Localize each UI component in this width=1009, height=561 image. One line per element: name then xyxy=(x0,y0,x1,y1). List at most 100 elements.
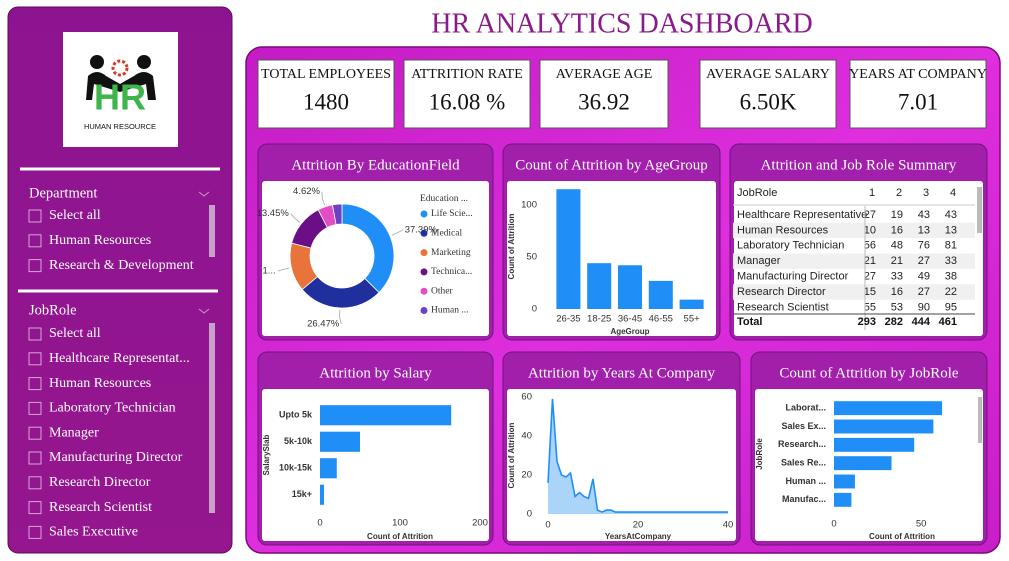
checkbox[interactable] xyxy=(28,377,42,391)
checkbox[interactable] xyxy=(28,401,42,415)
checkbox[interactable] xyxy=(28,426,42,440)
y-tick-label: 5k-10k xyxy=(284,436,313,446)
checkbox[interactable] xyxy=(28,209,42,223)
x-axis-label: Count of Attrition xyxy=(869,532,935,541)
legend-swatch xyxy=(420,210,428,218)
slicer-item[interactable]: Healthcare Representat... xyxy=(49,351,190,366)
kpi-value: 16.08 % xyxy=(429,89,506,114)
checkbox[interactable] xyxy=(28,352,42,366)
x-tick-label: 0 xyxy=(831,519,836,530)
data-label: 1... xyxy=(263,266,276,277)
table-header: 3 xyxy=(923,187,929,199)
scrollbar xyxy=(978,397,982,443)
x-tick-label: 100 xyxy=(392,518,408,529)
legend-label: Human ... xyxy=(431,306,468,316)
bar xyxy=(320,458,337,479)
x-axis-label: AgeGroup xyxy=(610,327,649,336)
table-cell: 16 xyxy=(891,224,903,236)
table-total: 461 xyxy=(939,316,957,328)
y-tick-label: 40 xyxy=(521,431,532,442)
scrollbar xyxy=(977,187,982,233)
kpi-card xyxy=(403,59,531,129)
slicer-item[interactable]: Select all xyxy=(49,326,101,341)
slicer-item[interactable]: Research Scientist xyxy=(49,500,152,515)
slicer-scrollbar xyxy=(209,323,215,513)
checkbox[interactable] xyxy=(28,259,42,273)
table-total: 282 xyxy=(885,316,903,328)
slicer-item[interactable]: Human Resources xyxy=(49,233,151,248)
bar xyxy=(648,280,673,309)
legend-label: Life Scie... xyxy=(431,208,473,219)
checkbox[interactable] xyxy=(28,501,42,515)
kpi-card xyxy=(849,59,987,129)
checkbox[interactable] xyxy=(28,476,42,490)
legend-title: Education ... xyxy=(420,194,468,204)
table-cell: 21 xyxy=(864,255,876,267)
logo-figure xyxy=(86,72,156,100)
logo-head xyxy=(90,55,104,69)
x-tick-label: 46-55 xyxy=(649,314,673,325)
leader-line xyxy=(339,309,342,325)
kpi-value: 6.50K xyxy=(740,89,797,114)
y-tick-label: 100 xyxy=(521,199,537,210)
y-tick-label: Manufac... xyxy=(782,494,826,504)
logo-gear xyxy=(111,59,129,77)
y-tick-label: 60 xyxy=(521,392,532,403)
table-cell: 48 xyxy=(891,240,903,252)
slicer-item[interactable]: Select all xyxy=(49,208,101,223)
slicer-item[interactable]: Research & Development xyxy=(49,258,194,273)
slicer-scrollbar xyxy=(209,205,215,257)
kpi-card xyxy=(539,59,669,129)
table-cell: 53 xyxy=(891,301,903,313)
checkbox[interactable] xyxy=(28,451,42,465)
checkbox[interactable] xyxy=(28,327,42,341)
table-cell: 81 xyxy=(945,240,957,252)
slicer-item[interactable]: Manufacturing Director xyxy=(49,450,183,465)
slicer-item[interactable]: Research Director xyxy=(49,475,151,490)
table-header: 2 xyxy=(896,187,902,199)
slicer-item[interactable]: Human Resources xyxy=(49,376,151,391)
table-cell: Manufacturing Director xyxy=(737,271,849,283)
data-label: 37.39% xyxy=(405,224,438,235)
y-tick-label: Laborat... xyxy=(785,403,826,413)
table-cell: 15 xyxy=(864,286,876,298)
slicer-item[interactable]: Manager xyxy=(49,425,99,440)
table-cell: 55 xyxy=(864,301,876,313)
bar xyxy=(679,299,704,309)
table-cell: Healthcare Representative xyxy=(737,209,867,221)
table-row-band xyxy=(733,284,975,300)
table-cell: 16 xyxy=(891,286,903,298)
slicer-chevron xyxy=(198,191,210,197)
kpi-value: 7.01 xyxy=(898,89,938,114)
bar xyxy=(320,484,324,505)
slicer-item[interactable]: Sales Executive xyxy=(49,525,138,540)
bar xyxy=(834,474,855,489)
chart-title: Count of Attrition by JobRole xyxy=(779,365,959,381)
y-tick-label: 15k+ xyxy=(292,489,312,499)
chart-body xyxy=(262,389,489,541)
table-cell: 33 xyxy=(891,271,903,283)
checkbox[interactable] xyxy=(28,525,42,539)
y-tick-label: 0 xyxy=(532,304,537,315)
table-row-band xyxy=(733,222,975,239)
checkbox[interactable] xyxy=(28,234,42,248)
x-tick-label: 50 xyxy=(916,519,927,530)
logo-head xyxy=(137,55,151,69)
table-cell: 95 xyxy=(945,301,957,313)
leader-line xyxy=(277,267,290,272)
leader-line xyxy=(321,191,325,206)
slicer-item[interactable]: Laboratory Technician xyxy=(49,401,176,416)
donut-slice xyxy=(331,203,343,226)
legend-label: Other xyxy=(431,286,453,296)
kpi-card xyxy=(699,59,837,129)
kpi-label: TOTAL EMPLOYEES xyxy=(261,67,391,82)
table-header: 1 xyxy=(869,187,875,199)
kpi-value: 36.92 xyxy=(578,89,630,114)
legend-label: Medical xyxy=(431,228,462,238)
legend-label: Technica... xyxy=(431,267,472,277)
x-tick-label: 36-45 xyxy=(618,314,642,325)
table-cell: 90 xyxy=(918,301,930,313)
slicer-title: JobRole xyxy=(29,302,77,318)
table-cell: 27 xyxy=(864,271,876,283)
legend-swatch xyxy=(420,249,428,257)
